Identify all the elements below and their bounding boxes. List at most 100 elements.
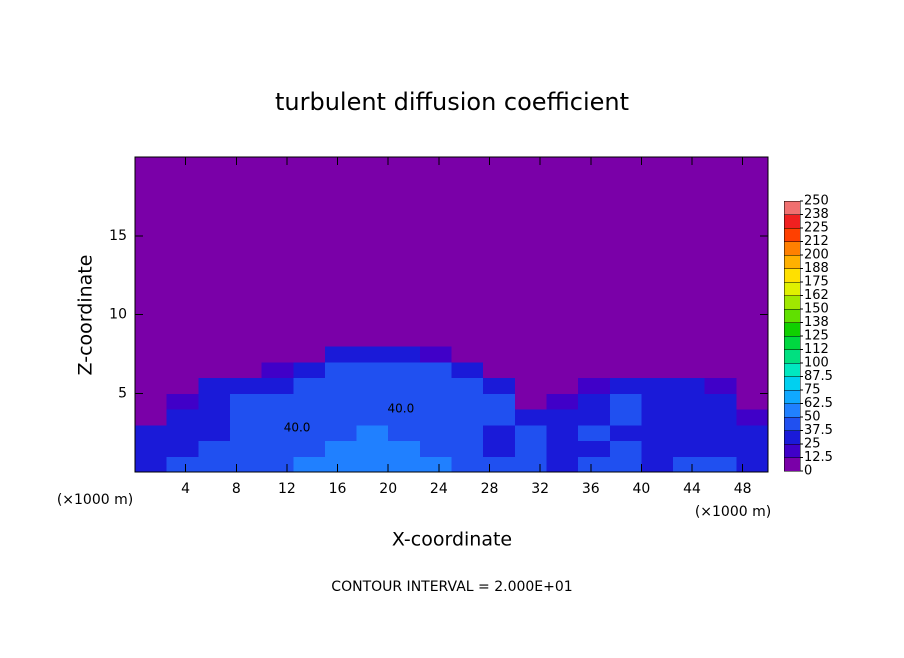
heat-cell xyxy=(609,157,642,347)
x-axis-label: X-coordinate xyxy=(392,529,512,551)
colorbar-segment xyxy=(783,416,801,431)
heat-cell xyxy=(578,409,611,426)
heat-cell xyxy=(451,456,484,473)
heat-cell xyxy=(736,377,769,394)
colorbar-segment xyxy=(783,430,801,445)
heat-cell xyxy=(166,440,199,457)
heat-cell xyxy=(514,361,547,378)
heat-cell xyxy=(641,456,674,473)
heat-cell xyxy=(166,157,199,347)
y-tick-label: 10 xyxy=(109,307,127,323)
x-unit-label: (×1000 m) xyxy=(695,504,771,520)
heat-cell xyxy=(704,393,737,410)
heat-cell xyxy=(546,409,579,426)
x-tick-label: 4 xyxy=(181,481,190,497)
colorbar-segment xyxy=(783,457,801,472)
heat-cell xyxy=(419,157,452,347)
heat-cell xyxy=(261,393,294,410)
heat-cell xyxy=(419,424,452,441)
heat-cell xyxy=(736,393,769,410)
x-tick-label: 16 xyxy=(329,481,347,497)
heat-cell xyxy=(293,409,326,426)
colorbar-label: 162 xyxy=(804,288,829,303)
heat-cell xyxy=(673,157,706,347)
heat-cell xyxy=(419,377,452,394)
heat-cell xyxy=(736,346,769,363)
x-unit-label: (×1000 m) xyxy=(57,492,133,508)
heat-cell xyxy=(166,346,199,363)
heat-cell xyxy=(483,157,516,347)
heat-cell xyxy=(388,393,421,410)
colorbar-label: 75 xyxy=(804,383,821,398)
x-tick-label: 28 xyxy=(481,481,499,497)
heat-cell xyxy=(166,424,199,441)
heat-cell xyxy=(419,456,452,473)
heat-cell xyxy=(578,377,611,394)
colorbar-label: 150 xyxy=(804,302,829,317)
heat-cell xyxy=(166,456,199,473)
heat-cell xyxy=(641,361,674,378)
heat-cell xyxy=(229,377,263,394)
colorbar-segment xyxy=(783,349,801,364)
heat-cell xyxy=(388,424,421,441)
x-tick-label: 44 xyxy=(683,481,701,497)
heat-cell xyxy=(514,409,547,426)
heat-cell xyxy=(198,393,231,410)
heat-cell xyxy=(609,409,642,426)
heat-cell xyxy=(609,440,642,457)
heat-cell xyxy=(324,157,358,347)
heat-cell xyxy=(388,377,421,394)
x-tick-label: 48 xyxy=(734,481,752,497)
colorbar-segment xyxy=(783,403,801,418)
heat-cell xyxy=(704,409,737,426)
heat-cell xyxy=(324,456,358,473)
heat-cell xyxy=(229,409,263,426)
colorbar-segment xyxy=(783,268,801,283)
colorbar-label: 188 xyxy=(804,261,829,276)
colorbar-label: 238 xyxy=(804,207,829,222)
heat-cell xyxy=(483,440,516,457)
heat-cell xyxy=(135,409,168,426)
heat-cell xyxy=(261,409,294,426)
heat-cell xyxy=(736,361,769,378)
heat-cell xyxy=(546,424,579,441)
heat-cell xyxy=(356,456,389,473)
heat-cell xyxy=(578,424,611,441)
heat-cell xyxy=(293,346,326,363)
colorbar-label: 225 xyxy=(804,221,829,236)
heat-cell xyxy=(419,409,452,426)
heat-cell xyxy=(704,456,737,473)
heat-cell xyxy=(641,346,674,363)
colorbar-label: 37.5 xyxy=(804,423,833,438)
colorbar-segment xyxy=(783,335,801,350)
heat-cell xyxy=(514,393,547,410)
heat-cell xyxy=(641,157,674,347)
heat-cell xyxy=(135,157,168,347)
heat-cell xyxy=(135,440,168,457)
colorbar-segment xyxy=(783,254,801,269)
heat-cell xyxy=(641,393,674,410)
colorbar-segment xyxy=(783,281,801,296)
heat-cell xyxy=(166,409,199,426)
heat-cell xyxy=(261,157,294,347)
heat-cell xyxy=(451,377,484,394)
heat-cell xyxy=(293,456,326,473)
heat-cell xyxy=(673,346,706,363)
heat-cell xyxy=(609,361,642,378)
heat-cell xyxy=(388,456,421,473)
heat-cell xyxy=(419,393,452,410)
heat-cell xyxy=(736,424,769,441)
heat-cell xyxy=(388,409,421,426)
heat-cell xyxy=(514,157,547,347)
heat-cell xyxy=(483,377,516,394)
heat-cell xyxy=(293,440,326,457)
colorbar-segment xyxy=(783,214,801,229)
heat-cell xyxy=(514,456,547,473)
contour-label: 40.0 xyxy=(388,402,415,416)
heat-cell xyxy=(229,393,263,410)
x-tick-label: 20 xyxy=(379,481,397,497)
heat-cell xyxy=(388,361,421,378)
heat-cell xyxy=(546,377,579,394)
colorbar-label: 50 xyxy=(804,410,821,425)
heat-cell xyxy=(356,409,389,426)
